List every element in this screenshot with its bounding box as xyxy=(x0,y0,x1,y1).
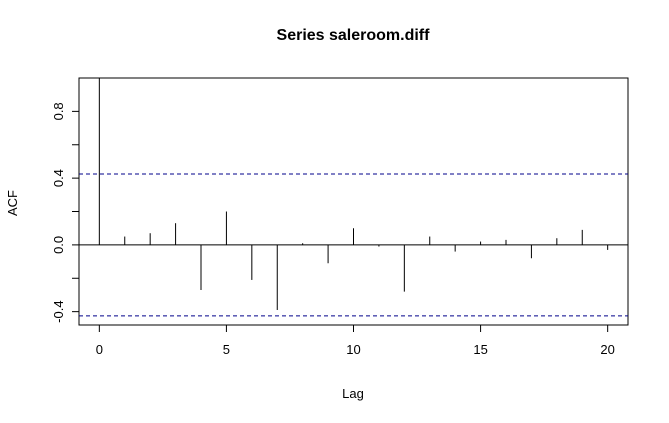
x-tick-label: 15 xyxy=(473,342,487,357)
y-tick-label: 0.0 xyxy=(51,236,66,254)
y-tick-label: 0.8 xyxy=(51,102,66,120)
plot-area: 0 5 10 15 20 -0.4 0.0 0.4 0.8 xyxy=(51,77,629,357)
y-tick-label: 0.4 xyxy=(51,169,66,187)
x-tick-label: 10 xyxy=(346,342,360,357)
plot-frame xyxy=(78,77,629,326)
y-axis-label: ACF xyxy=(5,190,20,216)
y-tick-label: -0.4 xyxy=(51,300,66,322)
x-tick-label: 20 xyxy=(600,342,614,357)
x-tick-label: 0 xyxy=(96,342,103,357)
chart-title: Series saleroom.diff xyxy=(277,27,431,44)
x-axis-label: Lag xyxy=(342,386,364,401)
x-tick-label: 5 xyxy=(223,342,230,357)
